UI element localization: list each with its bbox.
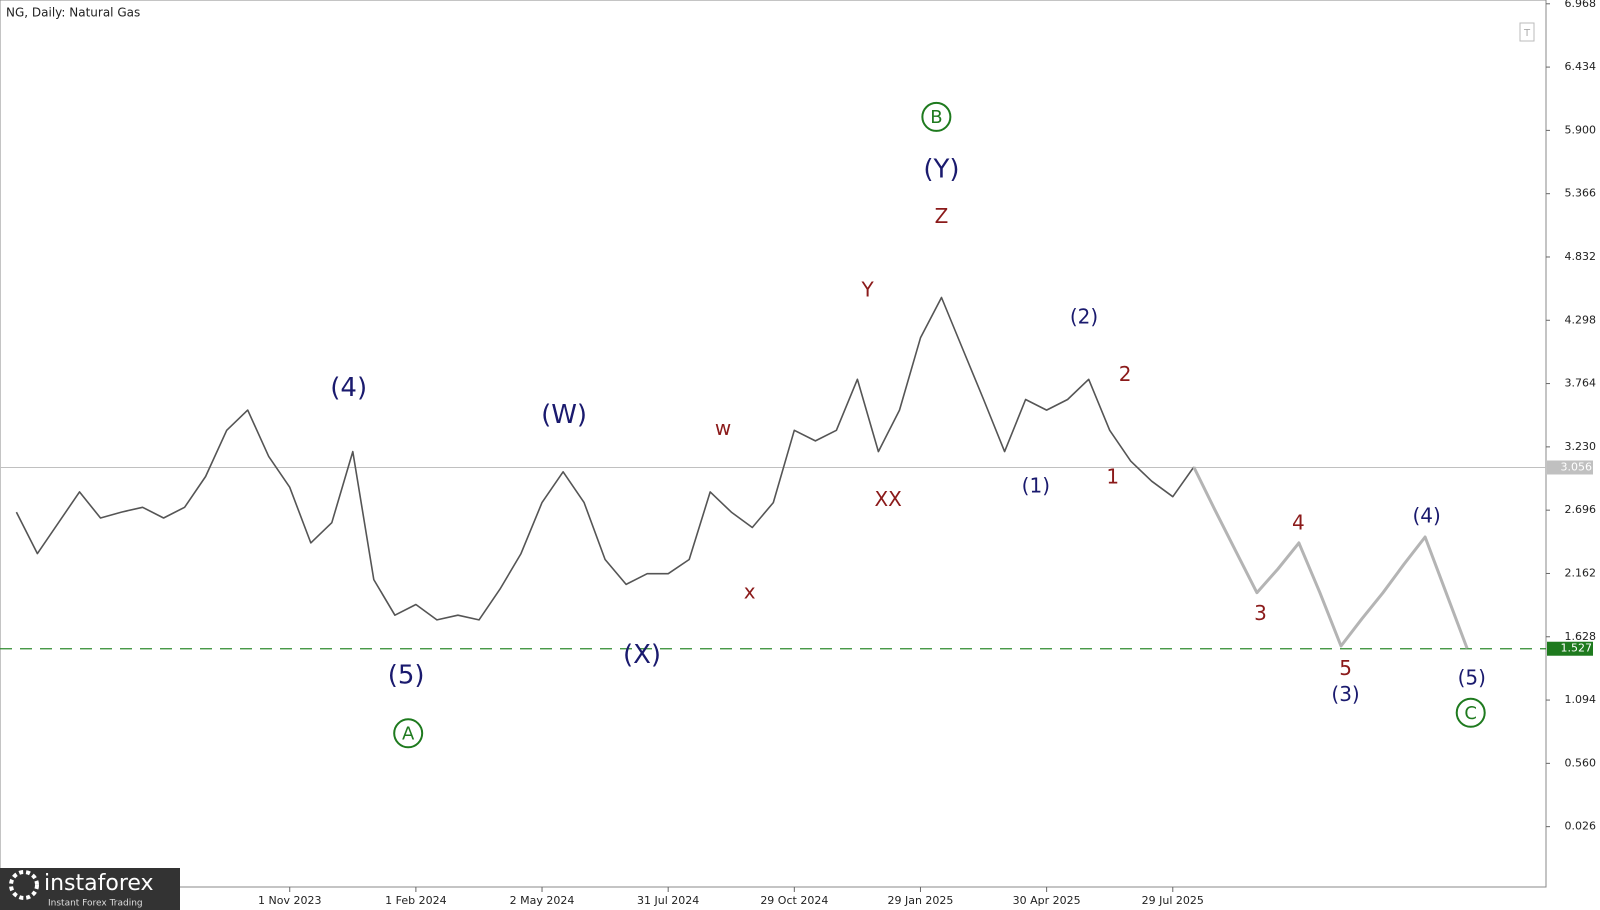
wave-label: (W) [541, 400, 587, 430]
tool-icon-glyph: T [1523, 28, 1531, 39]
y-tick-label: 5.366 [1565, 187, 1597, 200]
y-tick-label: 2.696 [1565, 503, 1597, 516]
y-tick-label: 4.832 [1565, 250, 1597, 263]
wave-circle [1455, 697, 1486, 728]
y-tick-label: 2.162 [1565, 566, 1597, 579]
wave-label: B [930, 107, 942, 128]
y-tick-label: 6.434 [1565, 60, 1597, 73]
level-label: 1.527 [1561, 642, 1593, 655]
wave-label: 3 [1254, 601, 1267, 625]
price-line [15, 296, 1195, 621]
y-tick-label: 0.026 [1565, 820, 1597, 833]
wave-label: (3) [1331, 682, 1359, 706]
level-label-box [1547, 460, 1593, 475]
y-tick-label: 3.230 [1565, 440, 1597, 453]
y-tick-label: 6.968 [1565, 0, 1597, 10]
watermark-tagline: Instant Forex Trading [48, 899, 143, 909]
wave-label: (4) [330, 373, 367, 403]
wave-label: (2) [1070, 304, 1098, 328]
wave-circle [921, 101, 952, 132]
y-tick-label: 4.298 [1565, 313, 1597, 326]
watermark-box [0, 868, 180, 910]
level-label: 3.056 [1561, 460, 1593, 473]
x-tick-label: 29 Jul 2025 [1142, 894, 1204, 907]
x-tick-label: 31 Jul 2024 [637, 894, 699, 907]
wave-label: x [744, 579, 756, 603]
wave-label: (1) [1022, 474, 1050, 498]
y-tick-label: 1.094 [1565, 693, 1597, 706]
y-tick-label: 0.560 [1565, 756, 1597, 769]
wave-label: (5) [1458, 665, 1486, 689]
wave-label: (5) [388, 660, 425, 690]
chart-title: NG, Daily: Natural Gas [6, 6, 140, 20]
wave-label: (4) [1412, 503, 1440, 527]
wave-label: Z [935, 204, 949, 228]
wave-label: 4 [1292, 511, 1305, 535]
wave-label: w [715, 416, 731, 440]
x-tick-label: 30 Apr 2025 [1013, 894, 1081, 907]
wave-label: (X) [623, 640, 661, 670]
y-tick-label: 3.764 [1565, 377, 1597, 390]
level-label-box [1547, 641, 1593, 656]
wave-label: 5 [1339, 656, 1352, 680]
x-tick-label: 2 May 2024 [510, 894, 575, 907]
forecast-line [1192, 466, 1469, 649]
x-tick-label: 1 Nov 2023 [258, 894, 321, 907]
y-tick-label: 1.628 [1565, 630, 1597, 643]
x-tick-label: 29 Jan 2025 [887, 894, 953, 907]
wave-label: XX [874, 487, 902, 511]
wave-label: 1 [1106, 464, 1119, 488]
y-tick-label: 5.900 [1565, 123, 1597, 136]
tool-icon [1519, 22, 1535, 42]
watermark-name: instaforex [44, 871, 154, 896]
wave-label: C [1464, 703, 1477, 724]
wave-label: Y [861, 278, 875, 302]
x-tick-label: 1 Feb 2024 [385, 894, 446, 907]
wave-label: (Y) [923, 155, 959, 185]
wave-label: A [402, 723, 415, 744]
wave-label: 2 [1119, 362, 1132, 386]
watermark-logo [9, 870, 39, 900]
wave-circle [393, 718, 424, 749]
plot-frame [0, 0, 1547, 888]
x-tick-label: 29 Oct 2024 [760, 894, 828, 907]
